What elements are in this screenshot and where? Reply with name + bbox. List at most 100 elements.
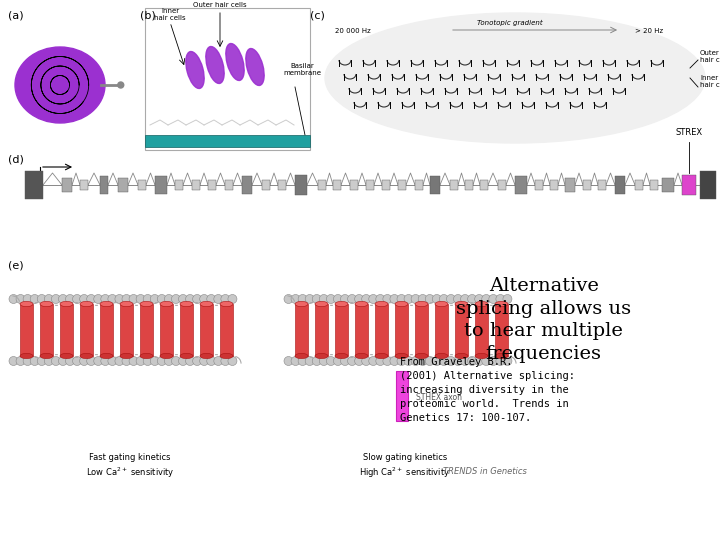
Bar: [455, 304, 468, 356]
Bar: [318, 180, 326, 190]
Circle shape: [503, 294, 512, 303]
Ellipse shape: [355, 353, 368, 359]
Text: Slow gating kinetics
High Ca$^{2+}$ sensitivity: Slow gating kinetics High Ca$^{2+}$ sens…: [359, 453, 451, 480]
Bar: [535, 180, 543, 190]
Bar: [278, 180, 286, 190]
Bar: [20, 304, 33, 356]
Circle shape: [411, 294, 420, 303]
Ellipse shape: [375, 301, 388, 307]
Circle shape: [418, 356, 427, 366]
Circle shape: [58, 294, 68, 303]
Circle shape: [108, 294, 117, 303]
Circle shape: [348, 356, 356, 366]
Ellipse shape: [415, 353, 428, 359]
Ellipse shape: [295, 353, 308, 359]
Ellipse shape: [200, 301, 213, 307]
Bar: [80, 304, 93, 356]
Bar: [355, 304, 368, 356]
Ellipse shape: [15, 47, 105, 123]
Circle shape: [115, 356, 124, 366]
Bar: [465, 180, 473, 190]
Bar: [200, 304, 213, 356]
Circle shape: [369, 294, 378, 303]
Bar: [145, 135, 310, 147]
Bar: [333, 180, 341, 190]
Bar: [242, 176, 252, 194]
Ellipse shape: [335, 353, 348, 359]
Text: Inner
hair cells: Inner hair cells: [700, 75, 720, 88]
Circle shape: [207, 356, 216, 366]
Circle shape: [284, 356, 293, 366]
Circle shape: [58, 356, 68, 366]
Circle shape: [157, 356, 166, 366]
Bar: [80, 180, 88, 190]
Ellipse shape: [375, 353, 388, 359]
Circle shape: [30, 294, 39, 303]
Circle shape: [361, 294, 371, 303]
Bar: [60, 304, 73, 356]
Ellipse shape: [140, 353, 153, 359]
Circle shape: [80, 294, 89, 303]
Circle shape: [199, 356, 209, 366]
Bar: [315, 304, 328, 356]
Circle shape: [404, 356, 413, 366]
Bar: [682, 175, 696, 195]
Text: (d): (d): [8, 155, 24, 165]
Ellipse shape: [80, 301, 93, 307]
Circle shape: [221, 356, 230, 366]
Circle shape: [171, 294, 181, 303]
Bar: [395, 371, 408, 421]
Bar: [118, 178, 128, 192]
Circle shape: [298, 356, 307, 366]
Circle shape: [305, 356, 314, 366]
Circle shape: [355, 294, 364, 303]
Circle shape: [86, 356, 96, 366]
Bar: [295, 304, 308, 356]
Circle shape: [291, 294, 300, 303]
Bar: [140, 304, 153, 356]
Circle shape: [86, 294, 96, 303]
Ellipse shape: [40, 301, 53, 307]
Circle shape: [9, 294, 18, 303]
Circle shape: [122, 294, 131, 303]
Ellipse shape: [200, 353, 213, 359]
Circle shape: [397, 294, 406, 303]
Text: (c): (c): [310, 10, 325, 20]
Bar: [395, 304, 408, 356]
Text: From Graveley B.R.
(2001) Alternative splicing:
increasing diversity in the
prot: From Graveley B.R. (2001) Alternative sp…: [400, 357, 575, 423]
Text: Fast gating kinetics
Low Ca$^{2+}$ sensitivity: Fast gating kinetics Low Ca$^{2+}$ sensi…: [86, 453, 174, 480]
Circle shape: [118, 82, 124, 88]
Circle shape: [439, 356, 449, 366]
Circle shape: [80, 356, 89, 366]
Text: (a): (a): [8, 10, 24, 20]
Circle shape: [489, 356, 498, 366]
Circle shape: [101, 294, 110, 303]
Circle shape: [108, 356, 117, 366]
Bar: [262, 180, 270, 190]
Bar: [350, 180, 358, 190]
Ellipse shape: [475, 301, 488, 307]
Circle shape: [489, 294, 498, 303]
Circle shape: [150, 356, 159, 366]
Circle shape: [16, 294, 25, 303]
Circle shape: [143, 356, 152, 366]
Circle shape: [390, 294, 399, 303]
Ellipse shape: [180, 353, 193, 359]
Ellipse shape: [335, 301, 348, 307]
Circle shape: [66, 294, 74, 303]
Bar: [155, 176, 167, 194]
Bar: [160, 304, 173, 356]
Circle shape: [143, 294, 152, 303]
Circle shape: [51, 356, 60, 366]
Circle shape: [397, 356, 406, 366]
Ellipse shape: [295, 301, 308, 307]
Bar: [192, 180, 200, 190]
Circle shape: [186, 356, 194, 366]
Bar: [225, 180, 233, 190]
Bar: [700, 171, 716, 199]
Circle shape: [369, 356, 378, 366]
Bar: [415, 304, 428, 356]
Circle shape: [376, 294, 384, 303]
Bar: [450, 180, 458, 190]
Bar: [515, 176, 527, 194]
